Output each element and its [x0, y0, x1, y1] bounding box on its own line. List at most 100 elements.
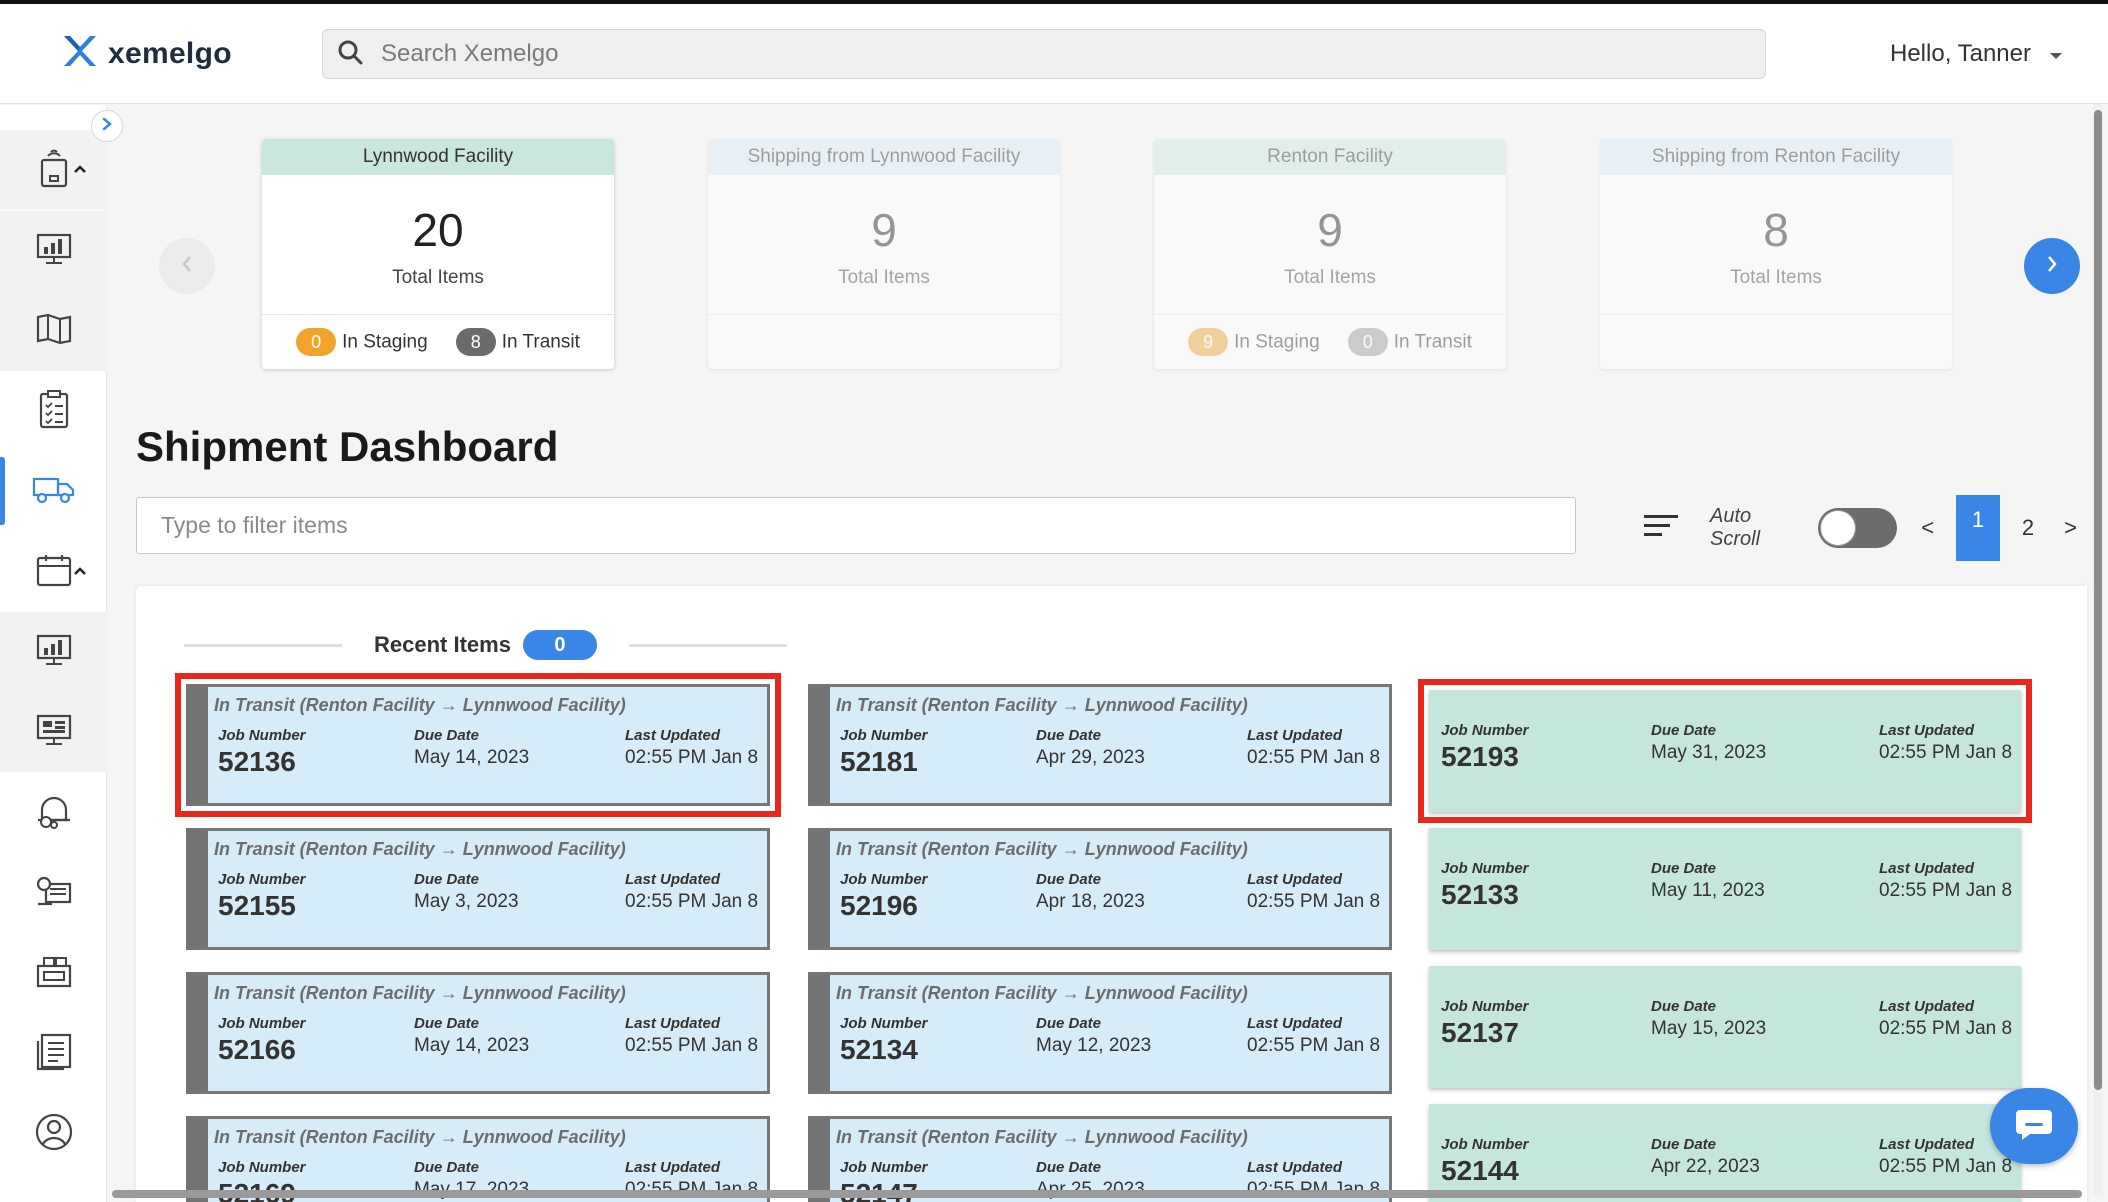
- in-transit-status: 8 In Transit: [455, 328, 580, 356]
- search-input[interactable]: [381, 40, 1681, 68]
- job-number-field: Job Number 52155: [218, 871, 306, 922]
- shipment-card[interactable]: In Transit (Renton Facility → Lynnwood F…: [808, 972, 1392, 1094]
- total-items-label: Total Items: [838, 267, 930, 288]
- transit-count-badge: 8: [455, 328, 496, 356]
- due-date-value: May 14, 2023: [414, 1035, 530, 1056]
- shipment-card[interactable]: Job Number 52144 Due Date Apr 22, 2023 Last …: [1429, 1104, 2021, 1202]
- page-button-1[interactable]: 1: [1956, 495, 2000, 561]
- auto-scroll-toggle[interactable]: [1817, 508, 1898, 548]
- job-number-label: Job Number: [840, 1015, 928, 1032]
- due-date-field: Due Date May 12, 2023: [1036, 1015, 1151, 1057]
- chat-button[interactable]: [1990, 1088, 2078, 1164]
- last-updated-label: Last Updated: [1879, 998, 1975, 1015]
- shipment-card[interactable]: In Transit (Renton Facility → Lynnwood F…: [186, 972, 770, 1094]
- due-date-value: May 12, 2023: [1036, 1035, 1152, 1056]
- shipment-card[interactable]: Job Number 52193 Due Date May 31, 2023 Last …: [1418, 679, 2032, 823]
- sidebar-item-monitor-chart[interactable]: [0, 211, 107, 291]
- shipment-status: In Transit (Renton Facility → Lynnwood F…: [836, 695, 1248, 715]
- sidebar-item-report[interactable]: [0, 1014, 107, 1094]
- shipment-status: In Transit (Renton Facility → Lynnwood F…: [836, 1127, 1248, 1147]
- sidebar-item-rfid-reader[interactable]: [0, 130, 107, 210]
- last-updated-label: Last Updated: [625, 871, 721, 888]
- horizontal-scrollbar[interactable]: [112, 1190, 2082, 1198]
- sidebar-item-monitor-chart[interactable]: [0, 612, 107, 692]
- facility-summary-card[interactable]: Shipping from Lynnwood Facility 9 Total It…: [708, 139, 1060, 369]
- due-date-label: Due Date: [1036, 1015, 1102, 1032]
- due-date-value: May 14, 2023: [414, 747, 530, 768]
- search-bar[interactable]: [322, 29, 1766, 79]
- job-number-label: Job Number: [1441, 1136, 1529, 1153]
- sidebar-item-assets[interactable]: [0, 934, 107, 1014]
- due-date-value: Apr 29, 2023: [1036, 747, 1145, 768]
- logo[interactable]: xemelgo: [62, 34, 232, 73]
- sidebar-item-calendar[interactable]: [0, 532, 107, 612]
- shipment-card[interactable]: In Transit (Renton Facility → Lynnwood F…: [808, 684, 1392, 806]
- job-number-field: Job Number 52137: [1441, 998, 1529, 1049]
- status-counts: 9 In Staging 0 In Transit: [1154, 314, 1506, 369]
- due-date-label: Due Date: [1036, 727, 1102, 744]
- shipment-card[interactable]: In Transit (Renton Facility → Lynnwood F…: [808, 828, 1392, 950]
- page-next-button[interactable]: >: [2064, 515, 2077, 540]
- chat-icon: [2014, 1106, 2054, 1147]
- shipment-card[interactable]: In Transit (Renton Facility → Lynnwood F…: [186, 828, 770, 950]
- last-updated-field: Last Updated 02:55 PM Jan 8: [1247, 1015, 1380, 1057]
- last-updated-value: 02:55 PM Jan 8: [1879, 1156, 2013, 1177]
- last-updated-field: Last Updated 02:55 PM Jan 8: [625, 727, 758, 769]
- sidebar-item-truck[interactable]: [0, 451, 107, 531]
- due-date-label: Due Date: [1036, 1159, 1102, 1176]
- due-date-value: May 11, 2023: [1651, 880, 1765, 901]
- last-updated-label: Last Updated: [625, 727, 721, 744]
- shipment-card[interactable]: In Transit (Renton Facility → Lynnwood F…: [175, 673, 781, 817]
- top-header: xemelgo Hello, Tanner: [0, 4, 2108, 104]
- shipment-card[interactable]: In Transit (Renton Facility → Lynnwood F…: [186, 1116, 770, 1202]
- carousel-prev-button[interactable]: [159, 238, 215, 294]
- user-icon: [34, 1112, 74, 1157]
- last-updated-value: 02:55 PM Jan 8: [1247, 891, 1381, 912]
- shipment-card[interactable]: Job Number 52137 Due Date May 15, 2023 Last …: [1429, 966, 2021, 1088]
- sidebar-item-monitor-dashboard[interactable]: [0, 692, 107, 772]
- facility-name: Renton Facility: [1154, 139, 1506, 175]
- carousel-next-button[interactable]: [2024, 238, 2080, 294]
- total-items-label: Total Items: [1730, 267, 1822, 288]
- staging-count-badge: 0: [296, 328, 337, 356]
- shipment-card[interactable]: Job Number 52133 Due Date May 11, 2023 Last …: [1429, 828, 2021, 950]
- facility-summary-card[interactable]: Renton Facility 9 Total Items 9 In Staging 0 I…: [1154, 139, 1506, 369]
- total-items-count: 8: [1763, 204, 1789, 256]
- sidebar-item-map[interactable]: [0, 291, 107, 371]
- sidebar-item-alert-bell[interactable]: [0, 774, 107, 854]
- inventory-icon: [34, 874, 74, 915]
- transit-count-badge: 0: [1347, 328, 1388, 356]
- page-prev-button[interactable]: <: [1921, 515, 1935, 540]
- facility-summary-card[interactable]: Lynnwood Facility 20 Total Items 0 In Stagin…: [262, 139, 614, 369]
- job-number-label: Job Number: [1441, 860, 1529, 877]
- rfid-reader-icon: [37, 148, 71, 193]
- page-button-2[interactable]: 2: [2021, 515, 2035, 540]
- vertical-scrollbar-thumb[interactable]: [2094, 110, 2102, 1090]
- chevron-up-icon: [73, 161, 87, 179]
- shipment-status: In Transit (Renton Facility → Lynnwood F…: [214, 983, 626, 1003]
- sidebar-expand-button[interactable]: [91, 110, 123, 142]
- in-staging-label: In Staging: [342, 331, 428, 353]
- sidebar-item-clipboard-checklist[interactable]: [0, 371, 107, 451]
- due-date-label: Due Date: [414, 727, 480, 744]
- last-updated-value: 02:55 PM Jan 8: [625, 891, 759, 912]
- job-number-field: Job Number 52193: [1441, 722, 1529, 773]
- due-date-value: May 31, 2023: [1651, 742, 1767, 763]
- report-icon: [36, 1033, 72, 1076]
- shipment-card[interactable]: In Transit (Renton Facility → Lynnwood F…: [808, 1116, 1392, 1202]
- filter-input[interactable]: [136, 497, 1576, 554]
- recent-items-label: Recent Items: [374, 632, 511, 657]
- window-top-strip: [0, 0, 2108, 4]
- sidebar-item-user[interactable]: [0, 1094, 107, 1174]
- sort-icon[interactable]: [1642, 512, 1680, 545]
- facility-summary-card[interactable]: Shipping from Renton Facility 8 Total Item…: [1600, 139, 1952, 369]
- page-title: Shipment Dashboard: [136, 423, 559, 470]
- job-number-field: Job Number 52134: [840, 1015, 928, 1066]
- main-content: Lynnwood Facility 20 Total Items 0 In Stagin…: [107, 105, 2087, 1202]
- sidebar-item-inventory[interactable]: [0, 854, 107, 934]
- due-date-field: Due Date May 14, 2023: [414, 1015, 529, 1057]
- user-menu[interactable]: Hello, Tanner: [1890, 40, 2063, 68]
- truck-icon: [32, 473, 76, 510]
- job-number-value: 52196: [840, 890, 918, 921]
- total-items-count: 9: [1317, 204, 1343, 256]
